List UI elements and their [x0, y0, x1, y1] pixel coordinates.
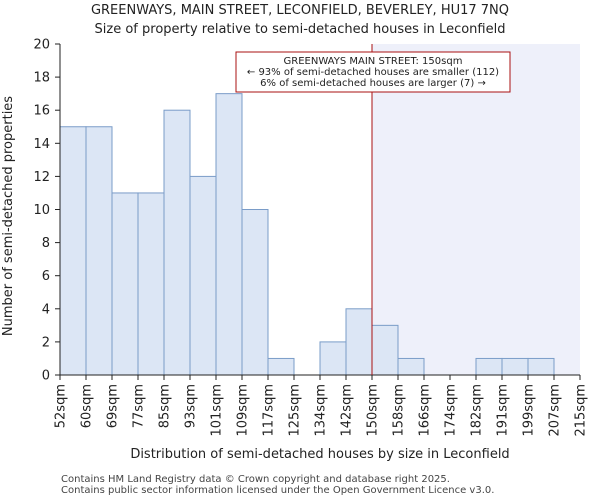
x-tick-label: 52sqm [54, 384, 69, 428]
x-tick-label: 60sqm [80, 384, 95, 428]
x-tick-label: 69sqm [106, 384, 121, 428]
bar-142sqm [345, 308, 373, 376]
bar-85sqm [163, 109, 191, 376]
footer-copyright: Contains HM Land Registry data © Crown c… [61, 474, 450, 485]
bar-191sqm [501, 357, 529, 376]
bar-117sqm [267, 357, 295, 376]
x-axis-label: Distribution of semi-detached houses by … [130, 447, 509, 462]
bar-60sqm [85, 126, 113, 376]
x-tick-label: 182sqm [470, 384, 485, 437]
bar-134sqm [319, 341, 347, 376]
x-tick-label: 166sqm [418, 384, 433, 437]
bar-199sqm [527, 357, 555, 376]
x-tick-label: 77sqm [132, 384, 147, 428]
chart-subtitle: Size of property relative to semi-detach… [95, 22, 506, 37]
x-tick-label: 85sqm [158, 384, 173, 428]
y-tick-label: 0 [42, 369, 50, 384]
x-tick-label: 158sqm [392, 384, 407, 437]
x-tick-label: 207sqm [548, 384, 563, 437]
bar-101sqm [215, 93, 243, 376]
x-tick-label: 93sqm [184, 384, 199, 428]
footer-licence: Contains public sector information licen… [61, 485, 495, 496]
bar-158sqm [397, 357, 425, 376]
y-tick-label: 6 [42, 269, 50, 284]
y-tick-label: 20 [33, 38, 50, 53]
bar-52sqm [59, 126, 87, 376]
bar-69sqm [111, 192, 139, 376]
x-tick-label: 134sqm [314, 384, 329, 437]
y-axis-label: Number of semi-detached properties [1, 96, 16, 336]
bar-182sqm [475, 357, 503, 376]
y-tick-label: 2 [42, 335, 50, 350]
y-tick-label: 14 [33, 137, 50, 152]
x-tick-label: 125sqm [288, 384, 303, 437]
y-tick-label: 12 [33, 170, 50, 185]
chart-title: GREENWAYS, MAIN STREET, LECONFIELD, BEVE… [91, 3, 509, 18]
y-tick-label: 10 [33, 203, 50, 218]
y-tick-label: 16 [33, 104, 50, 119]
x-tick-label: 215sqm [574, 384, 589, 437]
bar-93sqm [189, 175, 217, 376]
x-tick-label: 109sqm [236, 384, 251, 437]
x-tick-label: 117sqm [262, 384, 277, 437]
x-tick-label: 199sqm [522, 384, 537, 437]
bar-109sqm [241, 209, 269, 376]
annotation-line-3: 6% of semi-detached houses are larger (7… [260, 78, 486, 89]
x-tick-label: 174sqm [444, 384, 459, 437]
annotation-line-1: GREENWAYS MAIN STREET: 150sqm [284, 56, 463, 67]
annotation-line-2: ← 93% of semi-detached houses are smalle… [247, 67, 499, 78]
bar-150sqm [371, 324, 399, 376]
annotation-box [235, 51, 511, 93]
x-tick-label: 191sqm [496, 384, 511, 437]
x-tick-label: 142sqm [340, 384, 355, 437]
x-tick-label: 101sqm [210, 384, 225, 437]
y-tick-label: 8 [42, 236, 50, 251]
x-tick-label: 150sqm [366, 384, 381, 437]
larger-region-highlight [372, 44, 580, 375]
bar-77sqm [137, 192, 165, 376]
y-tick-label: 4 [42, 302, 50, 317]
y-tick-label: 18 [33, 71, 50, 86]
